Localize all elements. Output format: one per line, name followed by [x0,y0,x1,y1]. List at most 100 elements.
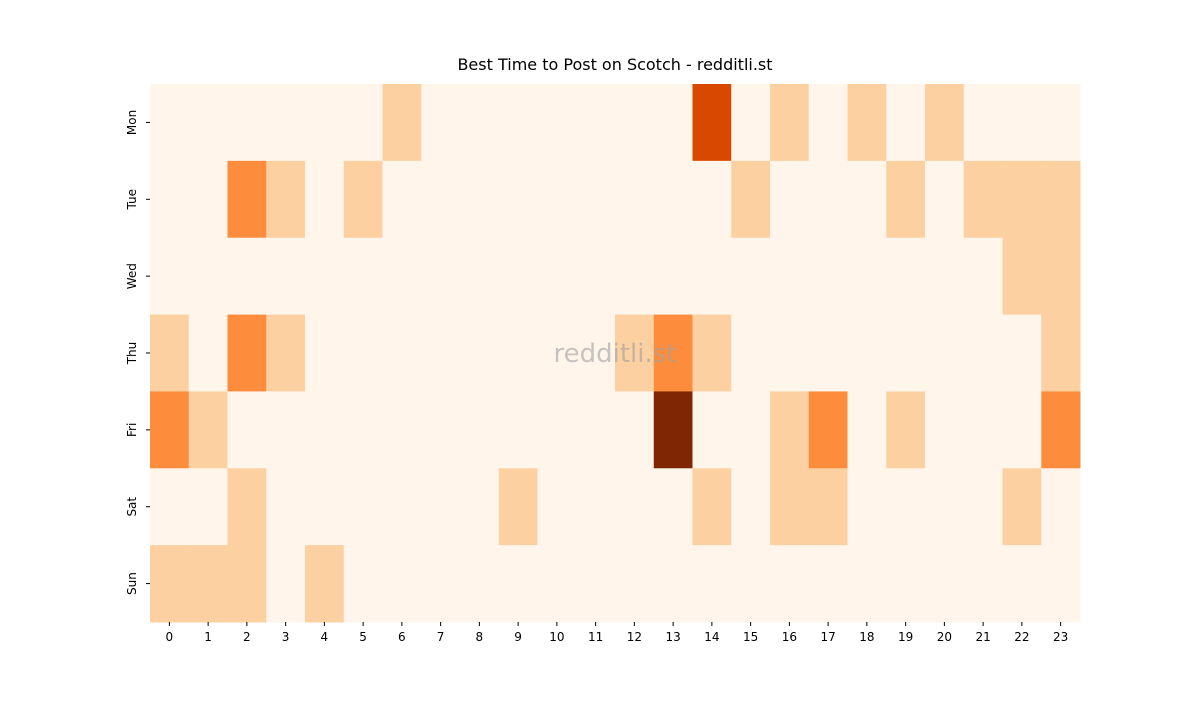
heatmap-cell [421,391,461,469]
heatmap-cell [188,84,228,162]
heatmap-cell [1041,545,1081,623]
heatmap-cell [847,545,887,623]
x-tick-label: 11 [588,630,603,644]
y-tick-label: Mon [125,110,139,135]
heatmap-cell [537,545,577,623]
heatmap-cell [808,237,848,316]
heatmap-cell [343,391,383,469]
heatmap-cell [188,391,228,469]
heatmap-cell [886,391,926,469]
heatmap-cell [615,160,655,239]
heatmap-cell [460,468,500,546]
heatmap-cell [963,237,1003,316]
heatmap-cell [692,314,732,392]
heatmap-cell [1002,391,1042,469]
heatmap-cell [615,391,655,469]
heatmap-cell [615,468,655,546]
x-tick-label: 4 [321,630,329,644]
heatmap-cell [653,468,693,546]
heatmap-cell [925,468,965,546]
heatmap-cell [343,314,383,392]
x-tick-label: 17 [820,630,835,644]
heatmap-cell [808,314,848,392]
heatmap-cell [305,391,345,469]
y-tick-label: Sat [125,497,139,517]
heatmap-cell [847,160,887,239]
heatmap-cell [498,391,538,469]
heatmap-cell [305,160,345,239]
heatmap-cell [227,84,267,162]
heatmap-cell [963,160,1003,239]
heatmap-cell [576,237,616,316]
heatmap-cell [343,545,383,623]
heatmap-cell [305,314,345,392]
heatmap-cell [576,314,616,392]
heatmap-cell [1041,391,1081,469]
y-tick-label: Fri [125,423,139,437]
heatmap-cell [227,468,267,546]
heatmap-cell [653,314,693,392]
x-tick-label: 1 [204,630,212,644]
x-tick-label: 0 [166,630,174,644]
heatmap-cell [460,314,500,392]
heatmap-cell [1041,84,1081,162]
x-tick-label: 7 [437,630,445,644]
heatmap-cell [731,84,771,162]
heatmap-cell [615,237,655,316]
heatmap-cell [847,84,887,162]
heatmap-cell [382,468,422,546]
y-tick-label: Tue [125,189,139,211]
heatmap-cell [266,314,306,392]
x-tick-label: 15 [743,630,758,644]
heatmap-cell [692,84,732,162]
heatmap-cell [653,545,693,623]
heatmap-cell [847,468,887,546]
heatmap-cell [963,84,1003,162]
heatmap-cell [1002,545,1042,623]
heatmap-cell [498,84,538,162]
heatmap-cell [421,314,461,392]
heatmap-cell [460,84,500,162]
heatmap-cell [770,84,810,162]
heatmap-cell [1002,237,1042,316]
x-tick-label: 3 [282,630,290,644]
heatmap-cell [537,468,577,546]
heatmap-cell [460,545,500,623]
x-tick-label: 8 [476,630,484,644]
heatmap-cell [266,237,306,316]
heatmap-cell [808,545,848,623]
heatmap-cell [150,468,190,546]
heatmap-cell [770,237,810,316]
heatmap-cell [963,468,1003,546]
heatmap-cell [770,391,810,469]
heatmap-cell [266,545,306,623]
heatmap-cell [692,545,732,623]
heatmap-cell [460,391,500,469]
heatmap-cell [925,545,965,623]
x-tick-label: 6 [398,630,406,644]
heatmap-cell [1002,314,1042,392]
x-tick-label: 14 [704,630,719,644]
heatmap-cell [576,545,616,623]
x-tick-label: 5 [359,630,367,644]
heatmap-cell [653,84,693,162]
heatmap-cell [188,314,228,392]
heatmap-cell [1041,160,1081,239]
watermark: redditli.st [554,339,677,369]
heatmap-cell [692,468,732,546]
heatmap-cell [382,545,422,623]
heatmap-cell [847,237,887,316]
x-tick-label: 20 [937,630,952,644]
y-tick-label: Wed [125,263,139,289]
heatmap-cell [808,468,848,546]
heatmap-cell [886,160,926,239]
heatmap-cell [460,237,500,316]
heatmap-cell [266,160,306,239]
x-tick-label: 22 [1014,630,1029,644]
heatmap-cell [266,391,306,469]
heatmap-cell [808,84,848,162]
heatmap-cell [305,84,345,162]
x-tick-label: 9 [514,630,522,644]
heatmap-cell [576,160,616,239]
